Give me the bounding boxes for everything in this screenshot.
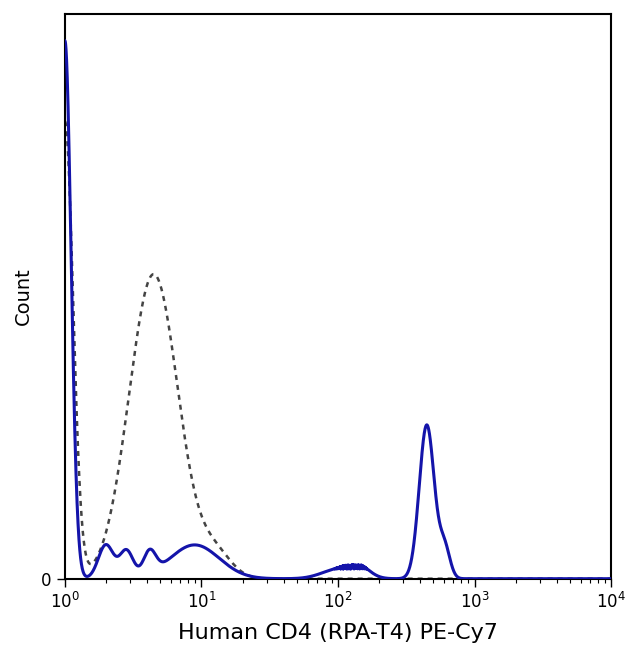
X-axis label: Human CD4 (RPA-T4) PE-Cy7: Human CD4 (RPA-T4) PE-Cy7 <box>178 623 498 643</box>
Y-axis label: Count: Count <box>14 267 33 325</box>
